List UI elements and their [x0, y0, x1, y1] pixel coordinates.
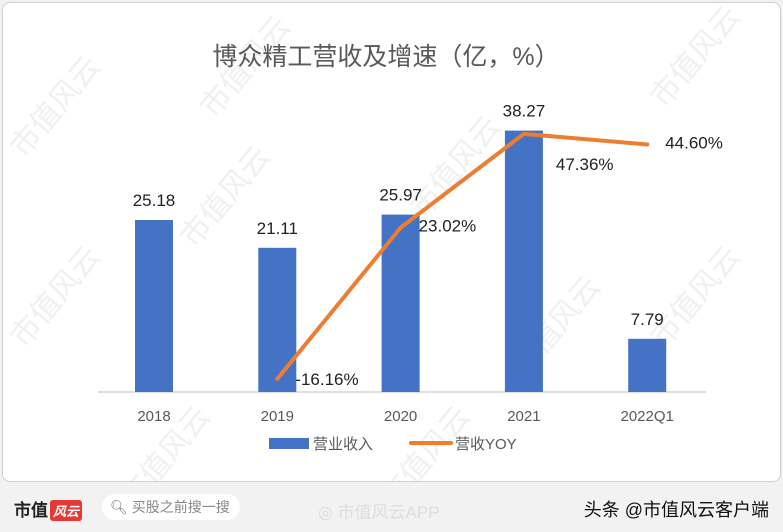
yoy-label-2022Q1: 44.60% [665, 133, 723, 152]
chart-title: 博众精工营收及增速（亿，%） [212, 43, 559, 71]
weibo-watermark: ◎ 市值风云APP [318, 503, 440, 522]
bar-label-2021: 38.27 [503, 102, 546, 121]
legend: 营业收入 营收YOY [269, 436, 517, 453]
brand-logo: 市值 风云 [14, 496, 83, 521]
search-icon: 🔍︎ [110, 499, 128, 515]
chart-card: 市值风云 市值风云 市值风云 市值风云 市值风云 市值风云 市值风云 市值风云 市值风云 市值风云… [2, 0, 781, 513]
brand-logo-mark: 风云 [50, 500, 83, 521]
watermark-text: 市值风云 [5, 50, 107, 163]
bar-2022Q1 [628, 338, 667, 392]
yoy-label-2020: 23.02% [419, 217, 477, 236]
brand-text: 市值 [14, 501, 48, 520]
x-tick-2019: 2019 [261, 408, 294, 425]
bar-2021 [504, 130, 543, 392]
weibo-text: 市值风云APP [337, 503, 440, 522]
legend-line-label: 营收YOY [455, 436, 517, 453]
yoy-label-2021: 47.36% [556, 155, 614, 174]
bar-label-2018: 25.18 [133, 191, 176, 210]
toutiao-credit: 头条 @市值风云客户端 [583, 500, 769, 520]
bar-label-2022Q1: 7.79 [631, 310, 664, 329]
search-placeholder: 买股之前搜一搜 [131, 499, 230, 515]
yoy-point-2020 [398, 225, 403, 230]
watermark-text: 市值风云 [645, 3, 747, 113]
yoy-line [275, 131, 650, 381]
watermark-text: 市值风云 [645, 240, 747, 353]
yoy-point-2021 [521, 131, 526, 136]
footer: 市值 风云 🔍︎ 买股之前搜一搜 ◎ 市值风云APP 头条 @市值风云客户端 [0, 482, 783, 532]
yoy-point-2022Q1 [645, 142, 650, 147]
watermark-text: 市值风云 [5, 240, 107, 353]
yoy-point-2019 [275, 376, 280, 381]
bar-2018 [135, 220, 173, 392]
bar-label-2020: 25.97 [379, 186, 422, 205]
x-tick-2020: 2020 [384, 408, 417, 425]
yoy-label-2019: -16.16% [295, 370, 358, 389]
bar-2019 [258, 247, 297, 392]
legend-bar-swatch [269, 438, 309, 449]
watermark-text: 市值风云 [405, 110, 507, 223]
x-tick-2022Q1: 2022Q1 [621, 408, 674, 425]
legend-bar-label: 营业收入 [313, 436, 373, 453]
x-tick-2018: 2018 [137, 408, 170, 425]
bar-label-2019: 21.11 [257, 219, 298, 238]
x-tick-2021: 2021 [507, 408, 540, 425]
search-input[interactable]: 🔍︎ 买股之前搜一搜 [102, 494, 240, 520]
